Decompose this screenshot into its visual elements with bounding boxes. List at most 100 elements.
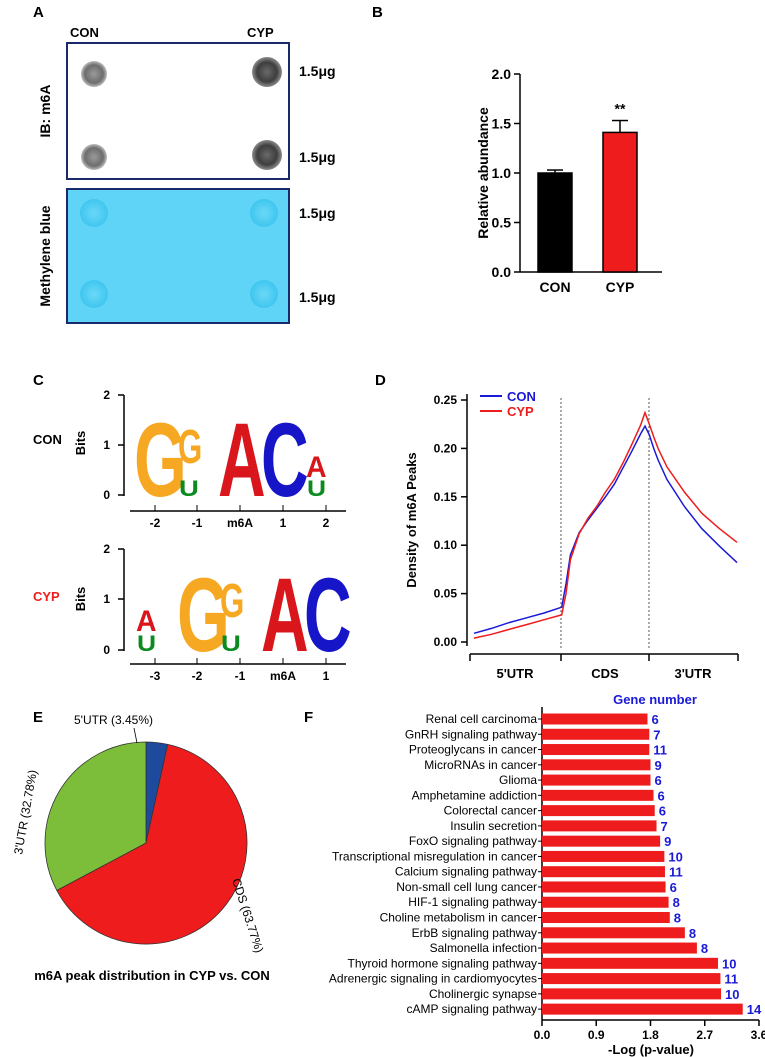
- f-category-label: Insulin secretion: [450, 819, 537, 833]
- svg-text:G: G: [178, 419, 202, 474]
- b-ytick-label: 2.0: [492, 66, 512, 82]
- dot-cyp-bottom: [252, 140, 282, 170]
- f-xtick-label: 0.9: [588, 1028, 605, 1042]
- gene-number-header: Gene number: [613, 692, 697, 707]
- f-gene-number: 10: [722, 956, 736, 971]
- logo-row1-position: 1: [280, 516, 287, 530]
- f-category-label: Renal cell carcinoma: [426, 712, 538, 726]
- logo-row1-position: m6A: [227, 516, 253, 530]
- e-slice-label: 3'UTR (32.78%): [11, 769, 40, 856]
- f-category-label: Transcriptional misregulation in cancer: [332, 849, 537, 863]
- f-xtick-label: 3.6: [751, 1028, 765, 1042]
- f-bar: [542, 896, 669, 908]
- svg-text:G: G: [177, 556, 230, 674]
- svg-text:G: G: [220, 573, 244, 628]
- amount-label: 1.5μg: [299, 63, 336, 79]
- mb-dot-cyp-top: [250, 199, 278, 227]
- f-category-label: Choline metabolism in cancer: [380, 911, 537, 925]
- f-bar: [542, 988, 722, 1000]
- panel-b: B 0.0 0.5 1.0 1.5 2.0 Relative abundance CON CY…: [372, 4, 662, 295]
- f-gene-number: 8: [701, 941, 708, 956]
- logo-row1-ytick: 1: [103, 438, 110, 452]
- d-y-axis-label: Density of m6A Peaks: [404, 452, 419, 587]
- f-bar: [542, 713, 648, 725]
- d-series-line-cyp: [473, 410, 738, 639]
- f-category-label: Non-small cell lung cancer: [396, 880, 537, 894]
- svg-text:U: U: [137, 632, 156, 656]
- logo-row2-label: CYP: [33, 589, 60, 604]
- b-ytick-label: 1.0: [492, 165, 512, 181]
- bits-axis-label: Bits: [73, 587, 88, 612]
- dot-cyp-top: [252, 57, 282, 87]
- f-gene-number: 9: [664, 834, 671, 849]
- f-gene-number: 6: [651, 712, 658, 727]
- d-region-label: 3'UTR: [674, 666, 712, 681]
- f-bar: [542, 805, 655, 817]
- f-x-axis-label: -Log (p-value): [608, 1042, 694, 1057]
- logo-row2-position: -3: [150, 669, 161, 683]
- f-xtick-label: 0.0: [534, 1028, 551, 1042]
- f-bar: [542, 912, 670, 924]
- f-gene-number: 11: [653, 743, 667, 758]
- f-category-label: Cholinergic synapse: [429, 987, 537, 1001]
- dot-blot-col-con: CON: [70, 25, 99, 40]
- f-category-label: Colorectal cancer: [444, 804, 537, 818]
- f-gene-number: 6: [659, 804, 666, 819]
- e-pie-title: m6A peak distribution in CYP vs. CON: [34, 968, 270, 983]
- d-ytick-label: 0.00: [434, 635, 458, 649]
- d-ytick-label: 0.05: [434, 587, 458, 601]
- logo-row2-position: 1: [323, 669, 330, 683]
- d-legend-label: CON: [507, 389, 536, 404]
- d-ytick-label: 0.10: [434, 538, 458, 552]
- f-bar: [542, 866, 665, 878]
- f-category-label: FoxO signaling pathway: [409, 834, 537, 848]
- f-bar: [542, 973, 721, 985]
- b-ytick-label: 0.0: [492, 264, 512, 280]
- d-legend-label: CYP: [507, 404, 534, 419]
- f-category-label: Thyroid hormone signaling pathway: [348, 956, 537, 970]
- f-gene-number: 10: [668, 849, 682, 864]
- f-gene-number: 11: [669, 865, 683, 880]
- svg-text:C: C: [261, 401, 309, 518]
- b-category-label: CON: [539, 279, 570, 295]
- f-gene-number: 10: [725, 987, 739, 1002]
- b-y-axis-label: Relative abundance: [475, 107, 491, 239]
- d-ytick-label: 0.25: [434, 393, 458, 407]
- f-bar: [542, 1003, 743, 1015]
- panel-e-letter: E: [33, 709, 43, 726]
- f-category-label: Proteoglycans in cancer: [409, 743, 537, 757]
- svg-text:A: A: [261, 556, 309, 673]
- f-category-label: Salmonella infection: [430, 941, 537, 955]
- panel-d-letter: D: [375, 372, 386, 389]
- svg-text:A: A: [218, 401, 266, 518]
- e-slice-label: 5'UTR (3.45%): [74, 713, 153, 727]
- logo-row1-ytick: 2: [103, 388, 110, 402]
- dot-con-bottom: [81, 144, 107, 170]
- f-category-label: ErbB signaling pathway: [412, 926, 537, 940]
- bits-axis-label: Bits: [73, 431, 88, 456]
- amount-label: 1.5μg: [299, 289, 336, 305]
- e-pie-slice-cds: [56, 743, 248, 945]
- f-gene-number: 14: [747, 1002, 762, 1017]
- panel-c-letter: C: [33, 372, 44, 389]
- logo-row2-xticks: [154, 658, 327, 664]
- sequence-logo-con: G G U A C A U: [134, 401, 327, 519]
- e-leader-line: [133, 727, 138, 744]
- f-xtick-label: 2.7: [696, 1028, 713, 1042]
- f-bar: [542, 774, 651, 786]
- panel-f: F Gene number 0.0 0.9 1.8 2.7 3.6 -Log (p-val…: [304, 692, 765, 1057]
- b-ytick-label: 0.5: [492, 215, 512, 231]
- f-bar: [542, 942, 697, 954]
- e-pie-slice-3utr: [44, 741, 147, 891]
- svg-text:U: U: [179, 477, 199, 502]
- svg-text:A: A: [306, 451, 327, 484]
- f-gene-number: 8: [689, 926, 696, 941]
- f-gene-number: 7: [653, 727, 660, 742]
- logo-row1-position: -2: [150, 516, 161, 530]
- logo-row1-xticks: [154, 505, 327, 511]
- panel-a-letter: A: [33, 4, 44, 21]
- e-slice-label: CDS (63.77%): [229, 877, 266, 955]
- panel-f-letter: F: [304, 709, 313, 726]
- f-gene-number: 6: [658, 788, 665, 803]
- logo-row2-ytick: 0: [103, 643, 110, 657]
